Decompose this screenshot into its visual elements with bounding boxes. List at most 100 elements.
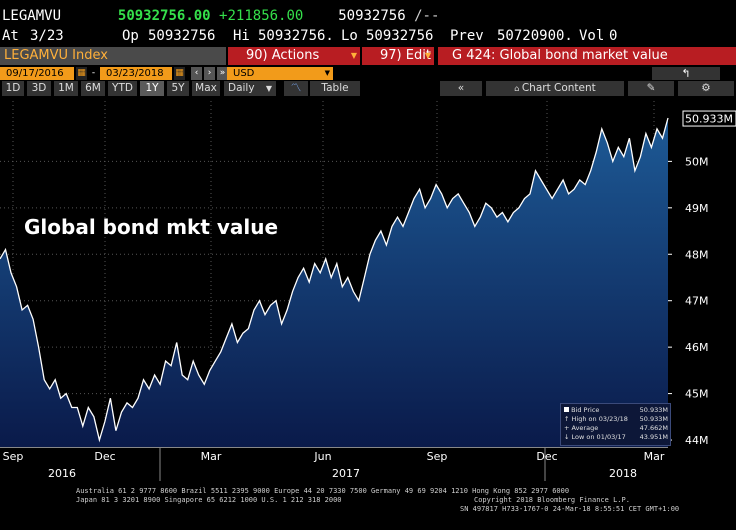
range-dash-icon: -: [88, 67, 99, 80]
legend-bid-label: Bid Price: [571, 406, 600, 414]
last-page-icon[interactable]: »: [217, 67, 228, 80]
chevron-right-icon[interactable]: ›: [204, 67, 215, 80]
calendar-icon[interactable]: ▦: [174, 67, 185, 80]
x-tick-label: Jun: [313, 450, 331, 463]
calendar-icon[interactable]: ▦: [76, 67, 87, 80]
actions-arrow-glyph: ): [262, 48, 268, 63]
actions-number: 90: [246, 48, 263, 63]
down-arrow-icon: ↓: [564, 433, 570, 441]
range-ytd-button[interactable]: YTD: [108, 81, 137, 96]
edit-arrow-glyph: ): [396, 48, 402, 63]
chevron-down-icon: ▼: [350, 51, 357, 60]
range-max-button[interactable]: Max: [192, 81, 220, 96]
range-6m-button[interactable]: 6M: [81, 81, 105, 96]
date-bar: 09/17/2016 ▦ - 03/23/2018 ▦ ‹ › » USD ▼ …: [0, 66, 736, 80]
volume-label: Vol: [579, 28, 605, 44]
footer-contacts-2: Japan 81 3 3201 8900 Singapore 65 6212 1…: [76, 496, 342, 504]
open-value: 50932756: [148, 28, 216, 44]
volume-value: 0: [609, 28, 618, 44]
footer-session: SN 497817 H733-1767-0 24-Mar-18 8:55:51 …: [460, 505, 680, 513]
double-chevron-left-icon[interactable]: «: [440, 81, 482, 96]
refresh-back-icon[interactable]: ↰: [652, 67, 720, 80]
high-value: 50932756.: [258, 28, 334, 44]
header-row-1: LEGAMVU 50932756.00 +211856.00 50932756 …: [2, 8, 439, 25]
x-tick-label: Mar: [644, 450, 665, 463]
actions-label: Actions: [271, 48, 320, 63]
last-price-short: 50932756: [338, 8, 406, 24]
x-tick-label: Sep: [427, 450, 448, 463]
high-label: Hi: [233, 28, 250, 44]
y-axis: 44M 45M 46M 47M 48M 49M 50M: [668, 155, 709, 447]
range-5y-button[interactable]: 5Y: [167, 81, 189, 96]
y-tick-label: 47M: [685, 295, 709, 308]
legend-high-label: High on 03/23/18: [571, 415, 628, 423]
at-label: At: [2, 28, 19, 44]
y-tick-label: 48M: [685, 248, 709, 261]
end-date-input[interactable]: 03/23/2018: [100, 67, 172, 80]
frequency-value: Daily: [228, 82, 255, 94]
security-name: LEGAMVU Index: [4, 48, 108, 63]
footer-copyright: Copyright 2018 Bloomberg Finance L.P.: [474, 496, 630, 504]
legend-high-value: 50.933M: [639, 415, 668, 423]
prev-label: Prev: [450, 28, 484, 44]
y-tick-label: 45M: [685, 388, 709, 401]
security-field[interactable]: LEGAMVU Index: [0, 47, 226, 65]
y-tick-label: 49M: [685, 202, 709, 215]
chart-legend[interactable]: Bid Price 50.933M ↑ High on 03/23/18 50.…: [560, 403, 671, 446]
function-bar: LEGAMVU Index 90) Actions ▼ 97) Edit ▼ G…: [0, 47, 736, 65]
chart-overlay-title: Global bond mkt value: [24, 215, 279, 239]
year-label: 2017: [332, 467, 360, 480]
low-value: 50932756: [366, 28, 434, 44]
legend-bid: Bid Price 50.933M: [564, 406, 670, 414]
range-3d-button[interactable]: 3D: [27, 81, 51, 96]
legend-average-value: 47.662M: [639, 424, 668, 432]
footer-contacts-1: Australia 61 2 9777 8600 Brazil 5511 239…: [76, 487, 570, 495]
white-square-icon: [564, 407, 569, 412]
currency-value: USD: [233, 68, 255, 79]
legend-low-value: 43.951M: [639, 433, 668, 441]
edit-menu[interactable]: 97) Edit ▼: [362, 47, 434, 65]
legend-average-label: + Average: [564, 424, 599, 432]
chart-content-button[interactable]: ⌂ Chart Content: [486, 81, 624, 96]
chart-toolbar: 1D 3D 1M 6M YTD 1Y 5Y Max Daily ▼ 〽 Tabl…: [0, 81, 736, 96]
x-axis: Sep Dec Mar Jun Sep Dec Mar 2016 2017 2018: [0, 447, 668, 481]
table-button[interactable]: Table: [310, 81, 360, 96]
gear-icon[interactable]: ⚙: [678, 81, 734, 96]
frequency-select[interactable]: Daily ▼: [224, 81, 276, 96]
x-tick-label: Dec: [536, 450, 557, 463]
last-price: 50932756.00: [117, 8, 211, 24]
y-tick-label: 46M: [685, 341, 709, 354]
open-label: Op: [122, 28, 139, 44]
currency-select[interactable]: USD ▼: [227, 67, 333, 80]
chart-content-label: Chart Content: [521, 82, 596, 94]
up-arrow-icon: ↑: [564, 415, 570, 423]
bond-value-chart: 44M 45M 46M 47M 48M 49M 50M Sep Dec Mar Jun Sep Dec…: [0, 101, 736, 481]
range-1d-button[interactable]: 1D: [2, 81, 24, 96]
last-value-label: 50.933M: [685, 113, 733, 126]
legend-low: ↓ Low on 01/03/17 43.951M: [564, 433, 670, 441]
chevron-down-icon: ▼: [424, 51, 431, 60]
series-area: [0, 118, 668, 447]
y-tick-label: 44M: [685, 434, 709, 447]
low-label: Lo: [341, 28, 358, 44]
legend-high: ↑ High on 03/23/18 50.933M: [564, 415, 670, 423]
year-label: 2018: [609, 467, 637, 480]
legend-low-label: Low on 01/03/17: [571, 433, 626, 441]
quote-date: 3/23: [30, 28, 64, 44]
actions-menu[interactable]: 90) Actions ▼: [228, 47, 360, 65]
legend-bid-value: 50.933M: [639, 406, 668, 414]
annotate-icon[interactable]: ✎: [628, 81, 674, 96]
range-1y-button[interactable]: 1Y: [140, 81, 164, 96]
range-1m-button[interactable]: 1M: [54, 81, 78, 96]
chevron-left-icon[interactable]: ‹: [191, 67, 202, 80]
last-value-tag: 50.933M: [682, 110, 736, 127]
x-tick-label: Sep: [3, 450, 24, 463]
chart-content-icon: ⌂: [514, 84, 522, 93]
chevron-down-icon: ▼: [265, 84, 272, 93]
chevron-down-icon: ▼: [324, 69, 330, 77]
ticker-symbol[interactable]: LEGAMVU: [2, 8, 62, 24]
x-tick-label: Dec: [94, 450, 115, 463]
start-date-input[interactable]: 09/17/2016: [0, 67, 74, 80]
line-chart-icon[interactable]: 〽: [284, 81, 308, 96]
edit-number: 97: [380, 48, 397, 63]
